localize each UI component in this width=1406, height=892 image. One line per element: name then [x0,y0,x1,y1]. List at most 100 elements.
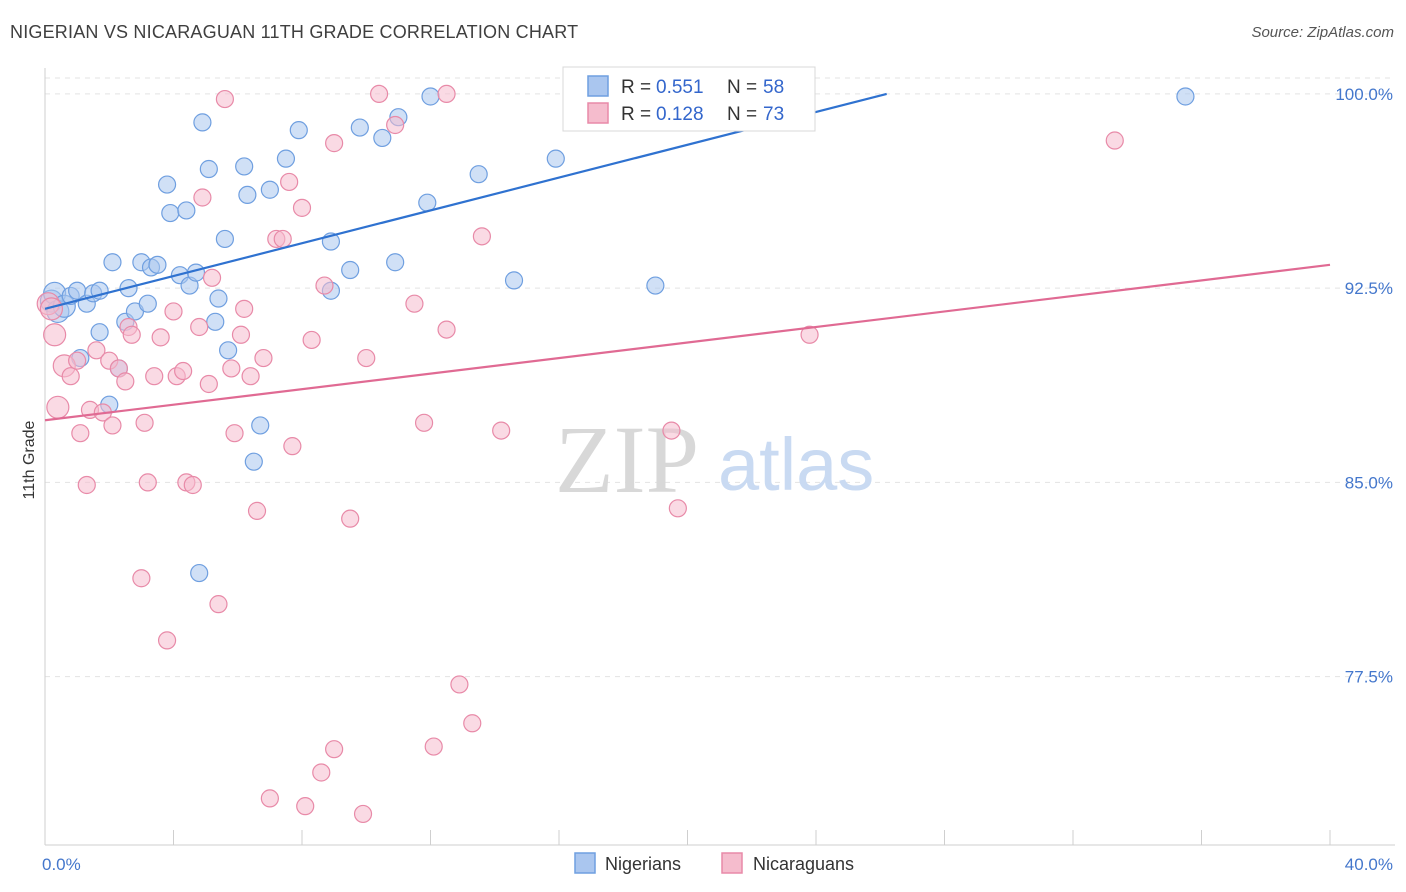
nicaraguan-point [215,89,234,109]
nicaraguan-point [174,361,193,381]
nicaraguan-point [241,367,260,386]
nigerians-r-value: 0.551 [656,77,704,98]
nigerians-r-label: R = [621,77,651,98]
nicaraguan-point [280,172,299,192]
nigerian-point [103,253,122,272]
nigerian-point [1176,87,1195,106]
stats-legend: R = 0.551 N = 58 R = 0.128 N = 73 [562,66,816,132]
legend-label-nicaraguans: Nicaraguans [753,854,854,874]
nicaraguan-point [341,509,360,528]
nicaraguan-point [71,424,90,443]
nigerian-point [421,87,440,106]
nicaraguan-point [414,413,434,432]
nicaraguan-point [157,631,177,650]
nicaraguan-point [151,328,170,347]
nigerians-n-label: N = [727,77,757,98]
nicaraguan-point [39,297,64,321]
nigerian-point [238,185,257,205]
nicaraguan-point [437,84,456,104]
nigerian-point [350,118,369,137]
nicaraguan-point [386,115,405,135]
nicaraguans-n-label: N = [727,104,757,125]
y-tick-label: 100.0% [1335,85,1393,104]
nicaraguans-r-value: 0.128 [656,104,704,125]
nicaraguans-n-value: 73 [763,104,784,125]
y-axis-label: 11th Grade [21,420,38,499]
nicaraguan-point [199,374,218,394]
nigerian-point [373,128,392,148]
nicaraguan-point [325,134,344,153]
nicaraguan-point [472,227,491,246]
nigerian-point [206,312,225,331]
nigerian-point [209,289,228,308]
nigerian-point [199,159,218,179]
nicaraguan-point [492,421,511,440]
nicaraguan-point [145,367,164,386]
nicaraguan-point [61,367,80,386]
watermark-atlas: atlas [718,423,874,506]
nicaraguan-point [116,372,135,391]
nicaraguan-point [209,595,228,614]
nigerian-point [260,180,279,199]
x-tick-label: 40.0% [1345,855,1393,874]
nicaraguan-point [273,229,292,249]
nicaraguan-point [357,348,376,368]
nigerian-point [646,276,665,295]
nicaraguan-point [231,325,251,344]
y-tick-label: 77.5% [1345,668,1393,687]
nicaraguan-point [463,714,482,733]
y-tick-label: 85.0% [1345,473,1393,492]
nicaraguan-point [103,416,122,435]
nicaraguan-point [296,797,315,816]
nicaraguan-point [235,299,254,318]
nicaraguan-point [43,323,67,347]
nicaraguan-point [302,330,321,350]
nicaraguan-point [292,198,312,217]
chart-title: NIGERIAN VS NICARAGUAN 11TH GRADE CORREL… [10,22,579,42]
nigerian-point [148,255,167,274]
nicaraguan-point [202,268,222,287]
nicaraguan-point [138,473,157,492]
nigerian-point [138,294,157,313]
nicaraguan-point [283,437,302,456]
nicaraguan-point [260,789,279,808]
nigerian-point [251,416,270,435]
nicaraguan-point [164,302,183,321]
nicaraguan-point [68,351,87,370]
y-tick-label: 92.5% [1345,279,1393,298]
nicaraguan-point [312,763,331,782]
nicaraguan-point [46,395,70,419]
nicaraguan-point [1105,131,1124,150]
x-tick-label: 0.0% [42,855,81,874]
nicaraguan-point [77,475,96,495]
watermark: ZIP atlas [555,406,874,513]
nigerian-point [177,201,196,220]
nicaraguan-point [437,320,456,339]
nicaraguans-trend-line [44,263,1331,422]
nigerian-point [244,452,263,471]
nicaraguan-point [662,421,681,440]
nicaraguan-point [87,341,106,360]
nigerian-point [504,271,524,290]
nicaraguan-point [132,569,151,588]
nigerian-point [235,157,254,176]
watermark-zip: ZIP [555,406,699,513]
nigerian-point [276,149,296,168]
source-label: Source: ZipAtlas.com [1251,24,1394,41]
nicaraguan-point [225,424,244,443]
nigerian-point [215,229,234,249]
nigerians-legend-swatch [587,75,609,97]
nigerian-point [190,563,209,583]
nicaraguan-point [668,499,687,518]
axes [44,68,1395,846]
legend-swatch-nicaraguans [721,852,743,874]
nicaraguan-point [122,325,141,344]
nigerian-point [469,165,488,184]
nicaraguan-point [183,475,202,495]
nicaraguan-point [254,348,273,368]
series-legend: Nigerians Nicaraguans [574,852,854,874]
nigerian-point [546,149,565,168]
nicaraguan-point [135,413,154,432]
nicaraguan-point [353,804,373,824]
